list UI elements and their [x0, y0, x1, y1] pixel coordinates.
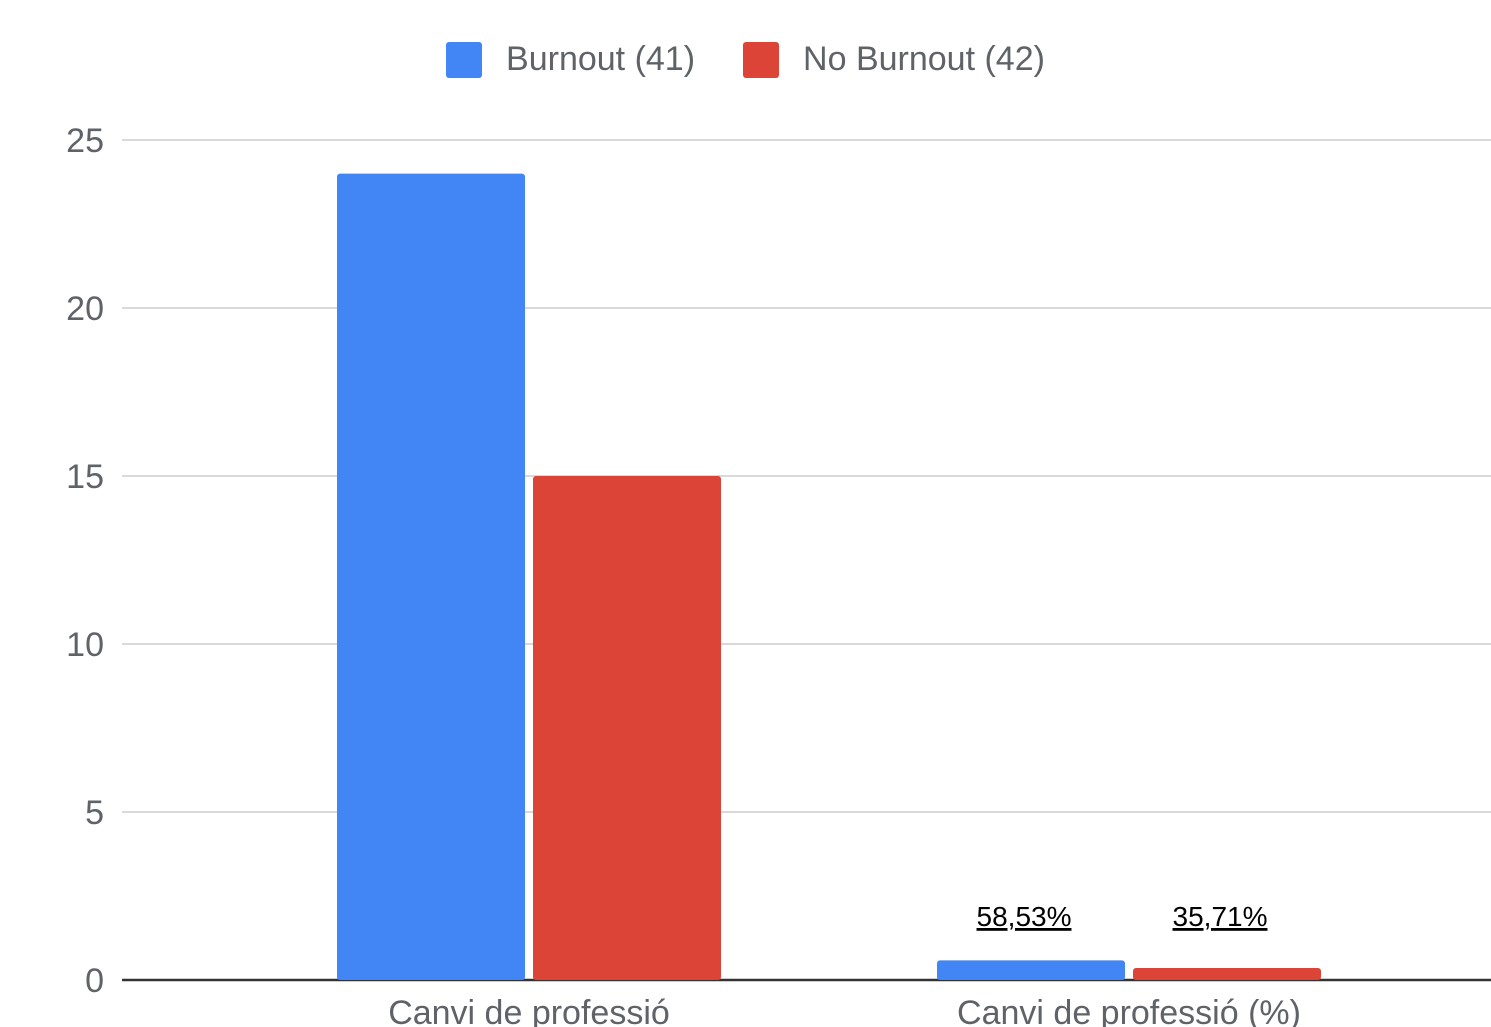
data-label: 58,53%	[977, 901, 1072, 932]
y-tick-label: 0	[85, 962, 104, 1000]
legend-item-burnout[interactable]: Burnout (41)	[446, 40, 695, 79]
y-tick-label: 25	[66, 122, 104, 160]
data-label: 35,71%	[1173, 901, 1268, 932]
x-tick-label: Canvi de professió	[388, 994, 670, 1027]
legend-label-no-burnout: No Burnout (42)	[803, 40, 1045, 78]
x-tick-label: Canvi de professió (%)	[957, 994, 1301, 1027]
legend-item-no-burnout[interactable]: No Burnout (42)	[743, 40, 1045, 79]
bar-burnout	[337, 173, 525, 981]
bar-burnout	[937, 960, 1125, 980]
legend: Burnout (41) No Burnout (42)	[0, 40, 1491, 79]
y-tick-label: 15	[66, 458, 104, 496]
legend-label-burnout: Burnout (41)	[506, 40, 696, 78]
y-tick-label: 5	[85, 794, 104, 832]
bar-no-burnout	[533, 476, 721, 980]
bar-no-burnout	[1133, 968, 1321, 980]
legend-swatch-no-burnout	[743, 41, 780, 78]
y-tick-label: 20	[66, 290, 104, 328]
legend-swatch-burnout	[446, 41, 483, 78]
y-tick-label: 10	[66, 626, 104, 664]
